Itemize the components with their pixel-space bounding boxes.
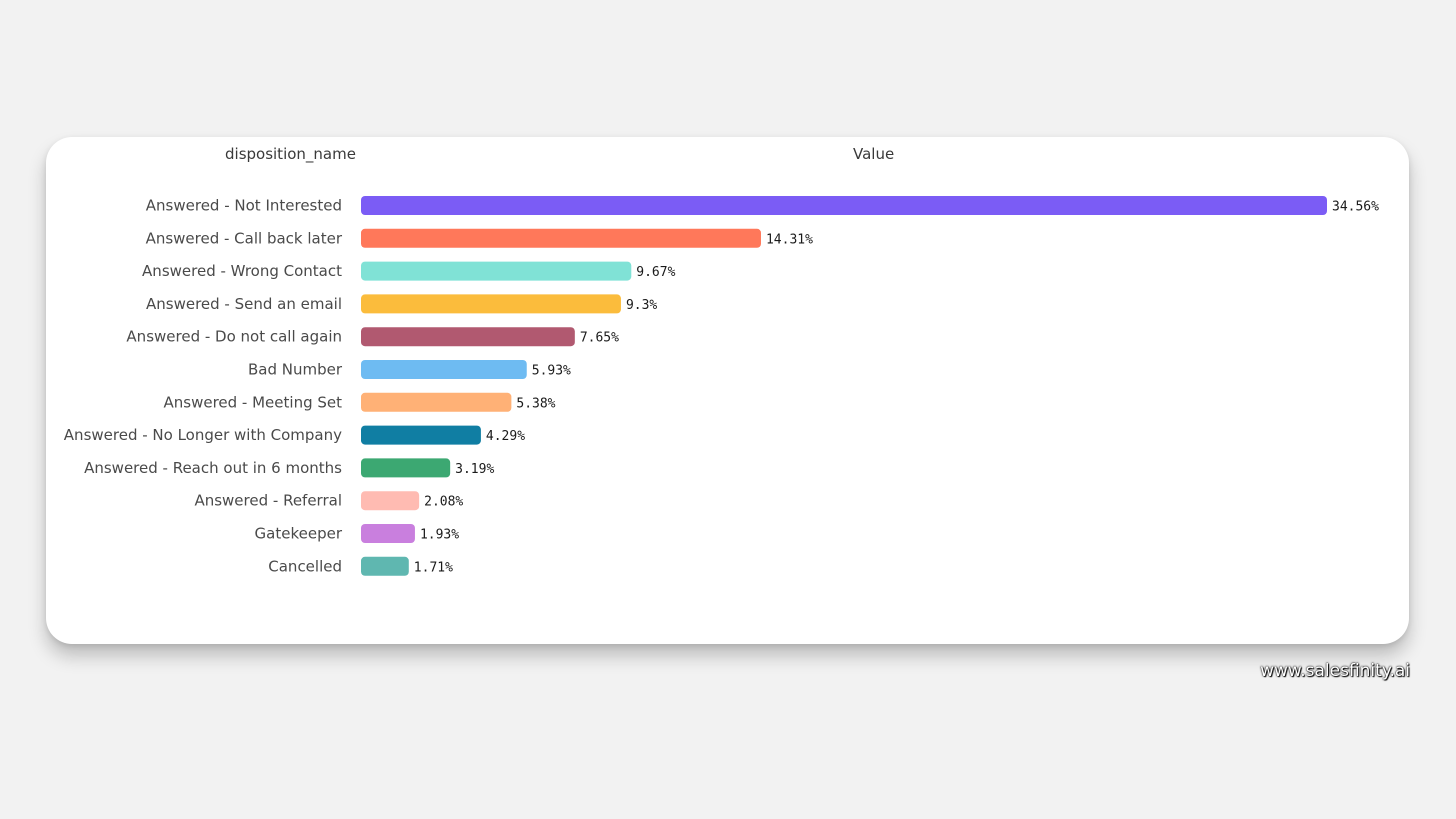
category-label: Answered - Do not call again	[126, 328, 342, 346]
value-label: 5.93%	[532, 364, 571, 379]
bar[interactable]	[361, 327, 575, 347]
value-label: 1.71%	[414, 560, 453, 575]
bar[interactable]	[361, 392, 512, 412]
category-label: Answered - Not Interested	[146, 197, 342, 215]
value-label: 9.3%	[626, 298, 657, 313]
bar[interactable]	[361, 196, 1327, 215]
category-label: Answered - Call back later	[146, 229, 343, 247]
value-label: 3.19%	[455, 462, 494, 477]
bar[interactable]	[361, 294, 621, 314]
value-label: 5.38%	[516, 396, 555, 411]
category-label: Answered - Referral	[194, 492, 342, 510]
value-label: 14.31%	[766, 232, 813, 247]
bar[interactable]	[361, 360, 527, 379]
category-label: Answered - No Longer with Company	[64, 426, 342, 444]
bar[interactable]	[361, 491, 420, 511]
value-label: 34.56%	[1332, 200, 1379, 215]
category-label: Answered - Send an email	[146, 295, 342, 313]
category-label: Answered - Wrong Contact	[142, 262, 342, 280]
category-label: Answered - Reach out in 6 months	[84, 459, 342, 477]
category-label: Bad Number	[248, 361, 343, 379]
value-label: 7.65%	[580, 331, 619, 346]
value-label: 9.67%	[636, 265, 675, 280]
chart-card: disposition_name Value Answered - Not In…	[46, 137, 1409, 644]
watermark: www.salesfinity.ai	[1260, 661, 1410, 681]
category-label: Answered - Meeting Set	[164, 393, 343, 411]
bar[interactable]	[361, 556, 409, 576]
value-column-header: Value	[853, 145, 895, 163]
value-label: 2.08%	[424, 495, 463, 510]
bar[interactable]	[361, 425, 481, 445]
value-label: 1.93%	[420, 528, 459, 543]
bar[interactable]	[361, 524, 415, 543]
category-column-header: disposition_name	[225, 145, 356, 163]
category-label: Cancelled	[268, 557, 342, 575]
bar[interactable]	[361, 228, 761, 248]
value-label: 4.29%	[486, 429, 525, 444]
bar-chart: Answered - Not Interested 34.56% Answered …	[64, 196, 1379, 576]
bar[interactable]	[361, 261, 632, 281]
category-label: Gatekeeper	[255, 525, 343, 543]
bar[interactable]	[361, 458, 451, 478]
